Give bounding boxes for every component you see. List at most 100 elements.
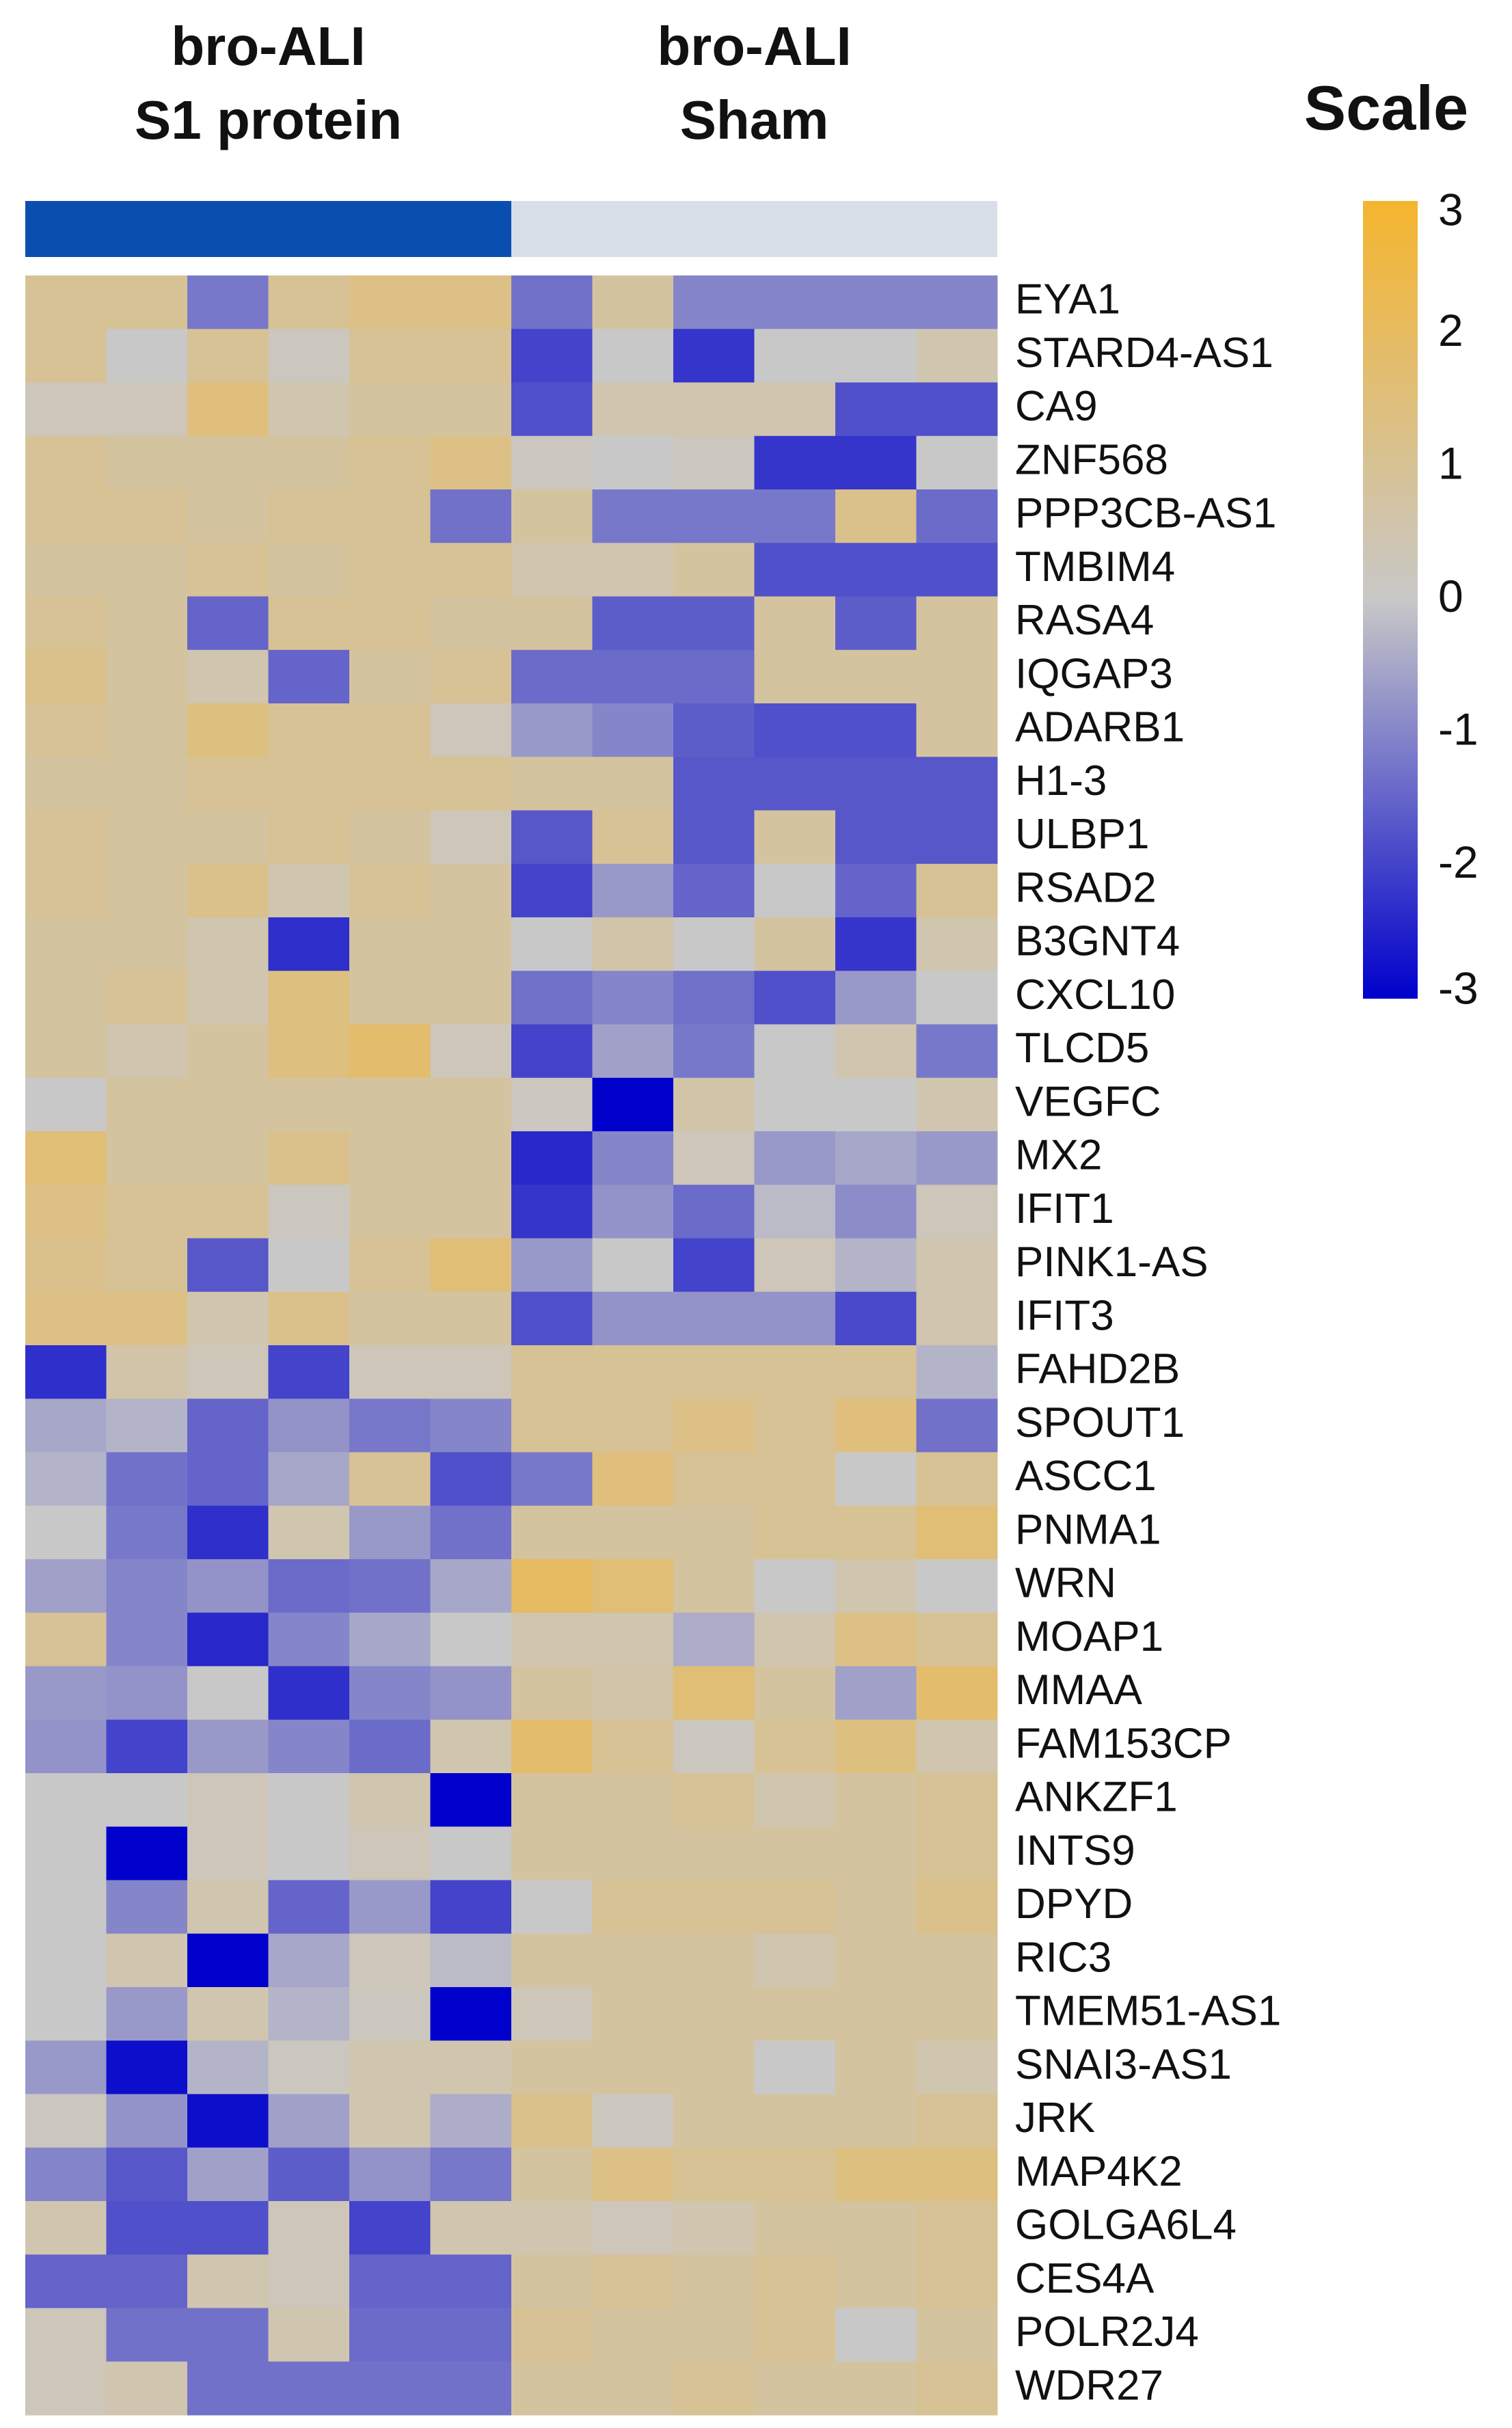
heatmap-cell — [268, 2147, 350, 2202]
heatmap-cell — [916, 1452, 998, 1507]
row-label: CXCL10 — [1015, 971, 1175, 1019]
heatmap-cell — [511, 649, 593, 704]
row-label: RASA4 — [1015, 597, 1154, 644]
heatmap-cell — [754, 2361, 836, 2416]
heatmap-cell — [592, 1077, 674, 1132]
heatmap-cell — [187, 1559, 269, 1613]
heatmap-cell — [511, 2361, 593, 2416]
heatmap-cell — [187, 703, 269, 757]
heatmap-cell — [754, 435, 836, 490]
heatmap-cell — [187, 1452, 269, 1507]
heatmap-cell — [754, 1559, 836, 1613]
heatmap-cell — [268, 1559, 350, 1613]
legend-title: Scale — [1304, 73, 1468, 143]
heatmap-cell — [349, 1024, 431, 1079]
heatmap-cell — [511, 1291, 593, 1346]
heatmap-cell — [106, 1826, 188, 1880]
heatmap-cell — [430, 757, 512, 811]
heatmap-cell — [430, 2254, 512, 2308]
heatmap-cell — [430, 1719, 512, 1774]
heatmap-cell — [430, 1559, 512, 1613]
heatmap-cell — [754, 917, 836, 971]
heatmap-cell — [592, 1987, 674, 2041]
heatmap-cell — [187, 543, 269, 597]
heatmap-cell — [25, 757, 107, 811]
heatmap-cell — [187, 1987, 269, 2041]
heatmap-cell — [835, 703, 917, 757]
heatmap-cell — [25, 1773, 107, 1827]
heatmap-cell — [430, 543, 512, 597]
heatmap-cell — [916, 2094, 998, 2148]
heatmap-cell — [673, 810, 755, 865]
heatmap-cell — [106, 382, 188, 437]
heatmap-cell — [106, 1024, 188, 1079]
heatmap-cell — [754, 1826, 836, 1880]
heatmap-cell — [187, 1666, 269, 1721]
heatmap-cell — [187, 757, 269, 811]
heatmap-cell — [754, 757, 836, 811]
heatmap-cell — [187, 435, 269, 490]
heatmap-cell — [268, 435, 350, 490]
heatmap-cell — [673, 1987, 755, 2041]
heatmap-cell — [25, 329, 107, 383]
heatmap-cell — [187, 1238, 269, 1293]
row-label: ZNF568 — [1015, 436, 1168, 483]
heatmap-cell — [835, 1666, 917, 1721]
heatmap-cell — [673, 1719, 755, 1774]
heatmap-cell — [25, 703, 107, 757]
row-label: FAM153CP — [1015, 1720, 1232, 1767]
heatmap-cell — [25, 382, 107, 437]
heatmap-cell — [268, 329, 350, 383]
heatmap-cell — [106, 275, 188, 329]
heatmap-cell — [835, 1933, 917, 1988]
row-label: WDR27 — [1015, 2362, 1163, 2409]
row-label: MOAP1 — [1015, 1613, 1163, 1660]
heatmap-cell — [106, 489, 188, 543]
heatmap-cell — [106, 596, 188, 651]
heatmap-cell — [511, 917, 593, 971]
heatmap-cell — [592, 703, 674, 757]
heatmap-cell — [511, 1345, 593, 1399]
heatmap-cell — [511, 2147, 593, 2202]
heatmap-cell — [430, 703, 512, 757]
heatmap-cell — [754, 2147, 836, 2202]
row-label: RIC3 — [1015, 1934, 1111, 1981]
heatmap-cell — [592, 1613, 674, 1667]
heatmap-cell — [835, 1826, 917, 1880]
heatmap-cell — [187, 275, 269, 329]
heatmap-cell — [592, 2147, 674, 2202]
heatmap-cell — [511, 1185, 593, 1239]
heatmap-cell — [511, 1880, 593, 1934]
heatmap-cell — [25, 2094, 107, 2148]
heatmap-cell — [916, 1880, 998, 1934]
heatmap-cell — [430, 1452, 512, 1507]
row-label: H1-3 — [1015, 757, 1107, 805]
heatmap-cell — [25, 2040, 107, 2094]
heatmap-cell — [835, 1077, 917, 1132]
heatmap-cell — [25, 2254, 107, 2308]
heatmap-cell — [835, 1024, 917, 1079]
heatmap-cell — [25, 1826, 107, 1880]
heatmap-cell — [349, 1345, 431, 1399]
heatmap-cell — [25, 1559, 107, 1613]
row-label: CA9 — [1015, 383, 1098, 430]
heatmap-cell — [916, 1185, 998, 1239]
heatmap-cell — [268, 2254, 350, 2308]
heatmap-cell — [106, 2094, 188, 2148]
heatmap-cell — [511, 2201, 593, 2255]
heatmap-cell — [187, 1880, 269, 1934]
heatmap-cell — [25, 1131, 107, 1185]
heatmap-cell — [25, 971, 107, 1025]
heatmap-cell — [511, 2040, 593, 2094]
heatmap-cell — [187, 2201, 269, 2255]
heatmap-cell — [754, 2254, 836, 2308]
heatmap-cell — [673, 1505, 755, 1560]
heatmap-cell — [106, 917, 188, 971]
heatmap-cell — [430, 596, 512, 651]
heatmap-cell — [268, 1719, 350, 1774]
heatmap-cell — [187, 1933, 269, 1988]
heatmap-cell — [916, 543, 998, 597]
heatmap-cell — [106, 543, 188, 597]
heatmap-cell — [592, 329, 674, 383]
heatmap-cell — [268, 757, 350, 811]
